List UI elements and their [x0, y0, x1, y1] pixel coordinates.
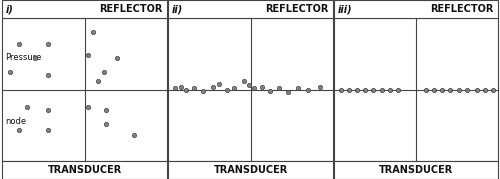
Bar	[168, 161, 333, 179]
Text: REFLECTOR: REFLECTOR	[99, 4, 162, 14]
Bar	[2, 0, 167, 18]
Text: TRANSDUCER: TRANSDUCER	[214, 165, 288, 175]
Bar	[2, 161, 167, 179]
Text: REFLECTOR: REFLECTOR	[430, 4, 494, 14]
Text: ii): ii)	[172, 4, 183, 14]
Text: TRANSDUCER: TRANSDUCER	[379, 165, 453, 175]
Text: Pressure: Pressure	[5, 53, 42, 62]
Bar	[334, 161, 498, 179]
Text: TRANSDUCER: TRANSDUCER	[48, 165, 122, 175]
Text: node: node	[5, 117, 26, 126]
Bar	[334, 18, 498, 161]
Text: REFLECTOR: REFLECTOR	[265, 4, 328, 14]
Bar	[2, 18, 167, 161]
Bar	[334, 0, 498, 18]
Text: i): i)	[6, 4, 14, 14]
Bar	[168, 18, 333, 161]
Bar	[168, 0, 333, 18]
Text: iii): iii)	[338, 4, 352, 14]
